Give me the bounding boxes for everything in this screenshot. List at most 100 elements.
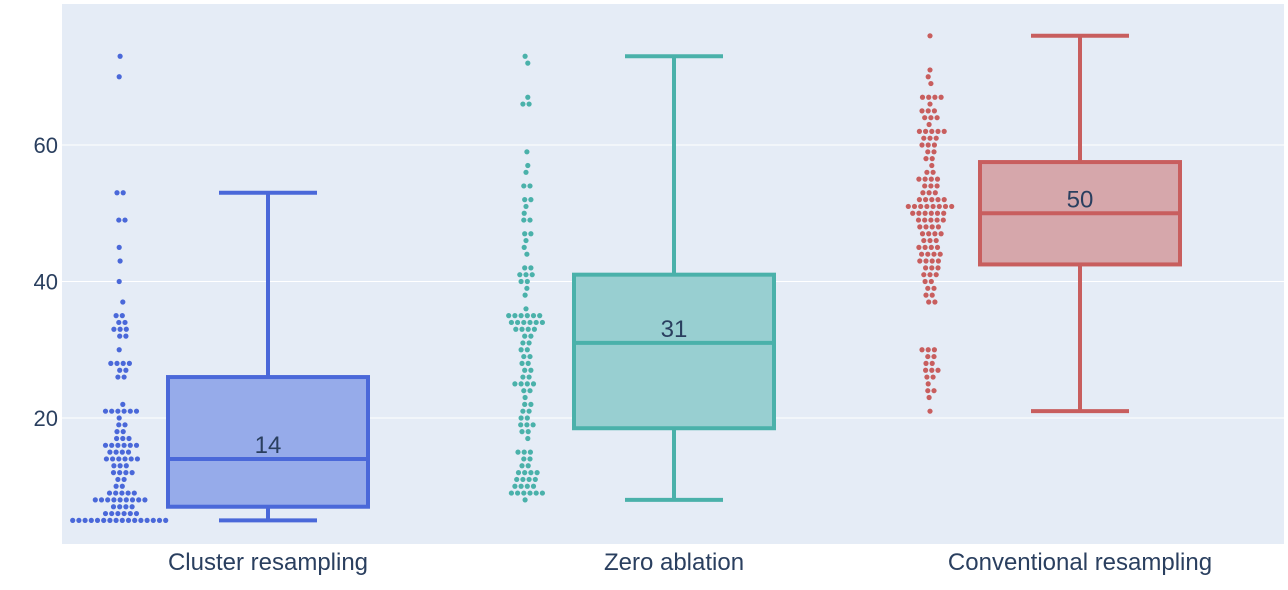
data-point-zero-ablation-104 bbox=[539, 490, 546, 496]
data-point-cluster-resampling-25 bbox=[123, 367, 129, 373]
data-point-conventional-resampling-21 bbox=[921, 135, 927, 141]
data-point-cluster-resampling-66 bbox=[115, 476, 121, 483]
data-point-cluster-resampling-65 bbox=[129, 470, 135, 476]
data-point-conventional-resampling-119 bbox=[931, 388, 937, 394]
data-point-cluster-resampling-67 bbox=[121, 476, 127, 483]
data-point-cluster-resampling-63 bbox=[117, 470, 123, 476]
data-point-cluster-resampling-24 bbox=[117, 367, 123, 373]
data-point-conventional-resampling-107 bbox=[931, 347, 938, 353]
data-point-cluster-resampling-49 bbox=[107, 449, 113, 455]
data-point-conventional-resampling-84 bbox=[925, 251, 931, 257]
x-axis: Cluster resampling Zero ablation Conventio… bbox=[168, 549, 1212, 576]
data-point-conventional-resampling-98 bbox=[928, 278, 934, 285]
data-point-cluster-resampling-37 bbox=[122, 422, 128, 428]
data-point-cluster-resampling-62 bbox=[110, 470, 117, 476]
data-point-zero-ablation-43 bbox=[513, 326, 519, 332]
data-point-conventional-resampling-90 bbox=[935, 258, 942, 264]
data-point-conventional-resampling-79 bbox=[916, 244, 922, 250]
data-point-conventional-resampling-58 bbox=[916, 210, 922, 216]
data-point-cluster-resampling-88 bbox=[102, 510, 109, 517]
data-point-cluster-resampling-85 bbox=[117, 504, 123, 510]
data-point-conventional-resampling-82 bbox=[934, 244, 941, 250]
data-point-conventional-resampling-78 bbox=[933, 237, 939, 244]
data-point-cluster-resampling-13 bbox=[122, 319, 128, 326]
data-point-conventional-resampling-81 bbox=[928, 244, 934, 250]
data-point-conventional-resampling-85 bbox=[931, 251, 937, 257]
data-point-cluster-resampling-35 bbox=[116, 415, 122, 421]
data-point-zero-ablation-12 bbox=[523, 203, 529, 210]
data-point-zero-ablation-0 bbox=[522, 53, 528, 59]
data-point-cluster-resampling-75 bbox=[92, 497, 98, 503]
data-point-conventional-resampling-4 bbox=[919, 94, 926, 100]
data-point-zero-ablation-40 bbox=[527, 319, 533, 326]
data-point-cluster-resampling-93 bbox=[133, 510, 140, 517]
data-point-cluster-resampling-86 bbox=[123, 504, 129, 510]
data-point-zero-ablation-96 bbox=[518, 483, 524, 489]
data-point-cluster-resampling-99 bbox=[101, 517, 107, 523]
data-point-zero-ablation-89 bbox=[528, 470, 534, 476]
data-point-zero-ablation-15 bbox=[527, 217, 533, 223]
y-axis: 20 40 60 bbox=[34, 133, 58, 431]
data-point-zero-ablation-71 bbox=[526, 408, 532, 414]
data-point-zero-ablation-20 bbox=[524, 251, 530, 257]
data-point-cluster-resampling-46 bbox=[121, 442, 127, 448]
data-point-cluster-resampling-7 bbox=[117, 258, 123, 264]
data-point-conventional-resampling-17 bbox=[923, 128, 929, 134]
data-point-zero-ablation-26 bbox=[518, 278, 524, 285]
data-point-cluster-resampling-31 bbox=[115, 408, 121, 414]
data-point-conventional-resampling-66 bbox=[934, 217, 940, 223]
data-point-cluster-resampling-98 bbox=[94, 517, 101, 523]
data-point-zero-ablation-37 bbox=[508, 319, 514, 326]
data-point-cluster-resampling-76 bbox=[98, 497, 105, 503]
jittered-points bbox=[70, 33, 955, 523]
data-point-cluster-resampling-4 bbox=[116, 217, 122, 223]
data-point-cluster-resampling-74 bbox=[131, 490, 137, 496]
x-category-label-cluster-resampling: Cluster resampling bbox=[168, 549, 368, 576]
data-point-conventional-resampling-65 bbox=[928, 217, 934, 223]
data-point-conventional-resampling-5 bbox=[926, 94, 932, 100]
data-point-conventional-resampling-110 bbox=[923, 360, 929, 366]
data-point-conventional-resampling-61 bbox=[934, 210, 941, 216]
data-point-cluster-resampling-71 bbox=[113, 490, 119, 496]
data-point-zero-ablation-10 bbox=[522, 197, 528, 203]
data-point-conventional-resampling-9 bbox=[919, 108, 925, 114]
data-point-zero-ablation-25 bbox=[529, 272, 535, 278]
data-point-cluster-resampling-58 bbox=[134, 456, 140, 462]
data-point-zero-ablation-16 bbox=[522, 231, 528, 237]
data-point-conventional-resampling-6 bbox=[932, 94, 938, 100]
data-point-zero-ablation-42 bbox=[539, 319, 546, 326]
data-point-cluster-resampling-12 bbox=[116, 319, 122, 326]
data-point-cluster-resampling-23 bbox=[126, 360, 132, 366]
data-point-conventional-resampling-29 bbox=[923, 156, 929, 162]
data-point-conventional-resampling-83 bbox=[919, 251, 925, 257]
data-point-conventional-resampling-0 bbox=[927, 33, 933, 39]
data-point-conventional-resampling-13 bbox=[928, 115, 934, 121]
data-point-zero-ablation-29 bbox=[522, 292, 528, 298]
data-point-zero-ablation-95 bbox=[512, 483, 518, 489]
data-point-zero-ablation-66 bbox=[527, 388, 533, 394]
data-point-zero-ablation-21 bbox=[522, 265, 528, 271]
data-point-zero-ablation-1 bbox=[525, 60, 531, 66]
data-point-cluster-resampling-50 bbox=[113, 449, 119, 455]
data-point-cluster-resampling-101 bbox=[113, 517, 119, 523]
data-point-zero-ablation-72 bbox=[518, 415, 524, 421]
data-point-zero-ablation-13 bbox=[521, 210, 527, 216]
data-point-cluster-resampling-90 bbox=[115, 510, 121, 517]
data-point-conventional-resampling-101 bbox=[923, 292, 929, 298]
data-point-conventional-resampling-51 bbox=[918, 203, 924, 210]
data-point-conventional-resampling-36 bbox=[928, 176, 934, 182]
data-point-zero-ablation-78 bbox=[525, 429, 531, 435]
data-point-conventional-resampling-26 bbox=[931, 142, 938, 148]
data-point-conventional-resampling-109 bbox=[931, 353, 937, 360]
data-point-cluster-resampling-82 bbox=[136, 497, 142, 503]
data-point-cluster-resampling-79 bbox=[117, 497, 123, 503]
data-point-conventional-resampling-33 bbox=[930, 169, 936, 175]
data-point-cluster-resampling-83 bbox=[142, 497, 148, 503]
data-point-conventional-resampling-1 bbox=[927, 67, 933, 73]
data-point-cluster-resampling-96 bbox=[82, 517, 88, 523]
box-series: 14 31 50 bbox=[166, 33, 1182, 523]
data-point-zero-ablation-19 bbox=[521, 244, 527, 250]
data-point-cluster-resampling-27 bbox=[121, 374, 127, 380]
data-point-conventional-resampling-76 bbox=[921, 237, 927, 244]
